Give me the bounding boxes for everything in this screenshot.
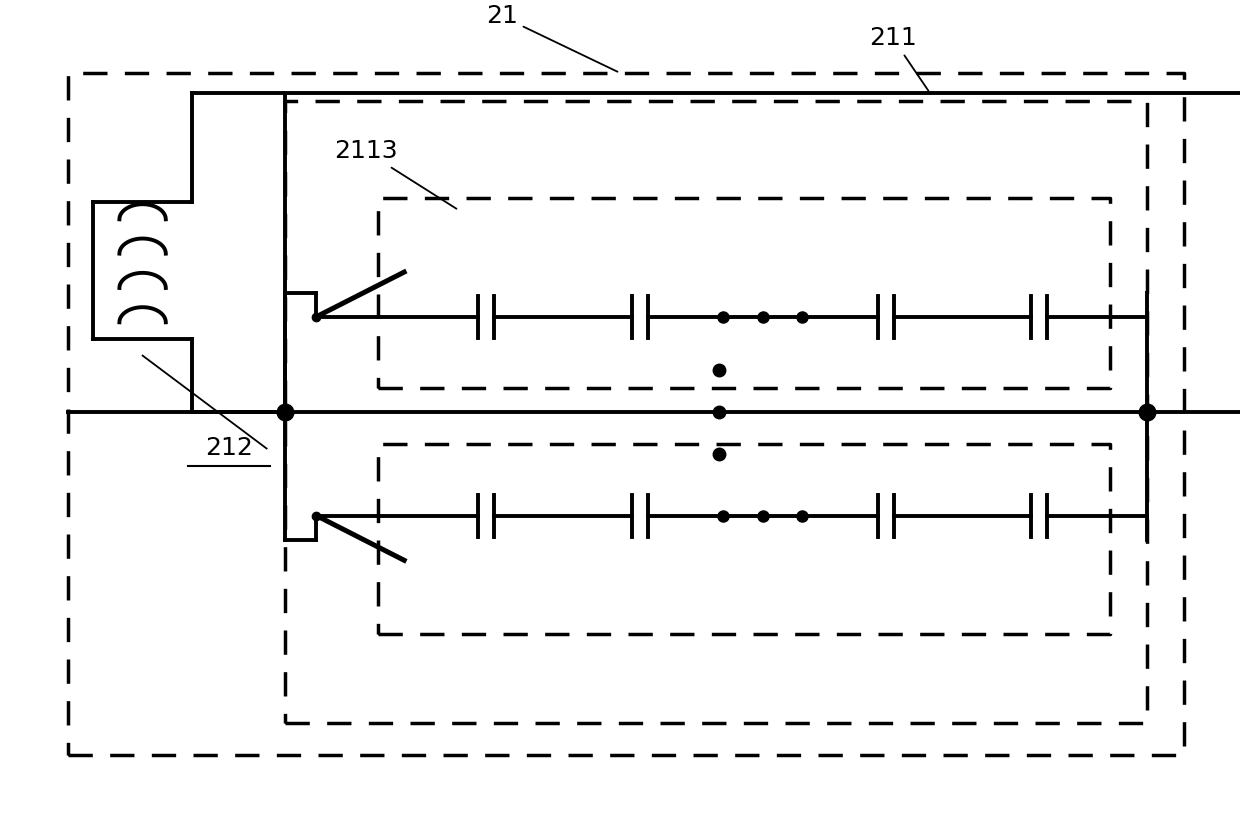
- Text: 212: 212: [206, 437, 253, 460]
- Text: 2113: 2113: [334, 140, 456, 209]
- Text: 211: 211: [869, 26, 929, 91]
- Text: 21: 21: [486, 4, 618, 72]
